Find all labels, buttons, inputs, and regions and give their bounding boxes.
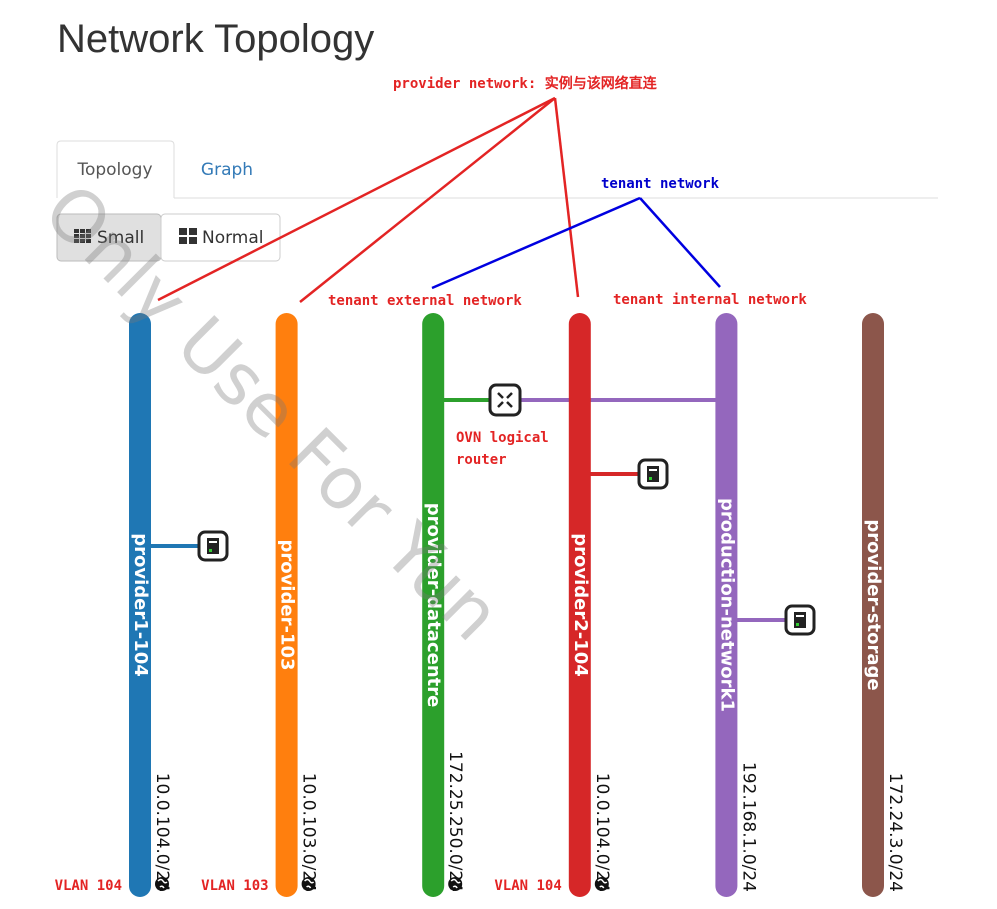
router-icon [497, 392, 513, 408]
tab-border [56, 140, 175, 198]
network-bar [129, 313, 151, 897]
network-name: provider2-104 [570, 533, 591, 677]
globe-icon [450, 878, 461, 889]
vlan-label: VLAN 104 [494, 878, 561, 894]
network-bar [862, 313, 884, 897]
network-name: provider-103 [277, 539, 298, 670]
instance-icon [209, 549, 212, 552]
tenant-annotation: tenant network [601, 176, 720, 192]
network-name: provider1-104 [130, 533, 151, 677]
vlan-label: VLAN 103 [201, 878, 268, 894]
network-subnet: 10.0.103.0/24 [299, 773, 319, 892]
router-annotation: router [456, 452, 507, 468]
network-bar [275, 313, 298, 897]
network-subnet: 192.168.1.0/24 [738, 762, 758, 892]
tab-topology[interactable]: Topology [76, 160, 152, 180]
network-layer: provider1-104 10.0.104.0/24 VLAN 104 provid… [55, 313, 905, 897]
globe-icon [597, 878, 608, 889]
instance-icon [209, 541, 217, 543]
instance-icon [794, 612, 806, 628]
globe-icon [304, 878, 315, 889]
instance-icon [649, 477, 652, 480]
button-small-label[interactable]: Small [97, 228, 144, 248]
tenant-internal-annotation: tenant internal network [613, 292, 807, 308]
router-annotation: OVN logical [456, 430, 549, 446]
network-subnet: 172.25.250.0/24 [445, 751, 465, 892]
instance-icon [647, 466, 659, 482]
network-bar [568, 313, 591, 897]
grid-icon [74, 229, 91, 243]
tab-graph[interactable]: Graph [201, 160, 253, 180]
provider-annotation: provider network: 实例与该网络直连 [393, 75, 658, 92]
globe-icon [157, 878, 168, 889]
network-bar [422, 313, 445, 897]
instance-icon [207, 538, 219, 554]
provider-arrows [157, 96, 580, 303]
network-subnet: 10.0.104.0/24 [592, 773, 612, 892]
network-name: production-network1 [716, 498, 737, 712]
instance-icon [796, 623, 799, 626]
router-icon [488, 383, 522, 417]
large-grid-icon [179, 228, 197, 244]
tenant-external-annotation: tenant external network [328, 293, 522, 309]
instance-icon [649, 469, 657, 471]
network-bar [715, 313, 738, 897]
network-subnet: 172.24.3.0/24 [885, 773, 905, 892]
vlan-label: VLAN 104 [55, 878, 122, 894]
instance-icon [796, 615, 804, 617]
page-title: Network Topology [57, 17, 374, 61]
network-subnet: 10.0.104.0/24 [152, 773, 172, 892]
network-name: provider-storage [863, 519, 884, 690]
tenant-arrows [431, 196, 721, 290]
button-normal-label[interactable]: Normal [202, 228, 264, 248]
network-name: provider-datacentre [423, 503, 444, 708]
